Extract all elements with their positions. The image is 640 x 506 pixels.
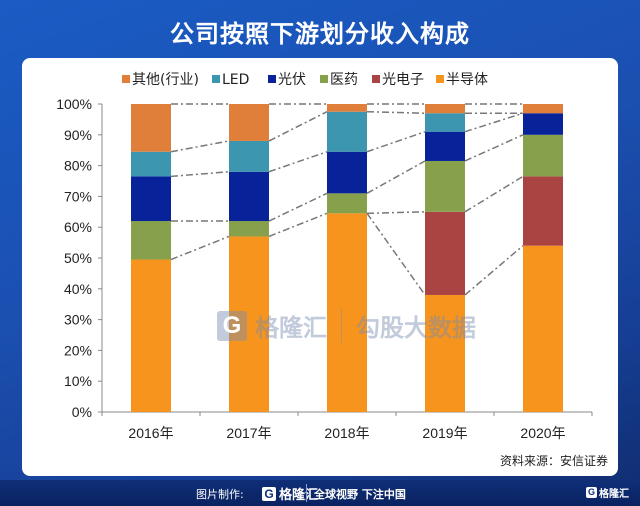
bar-segment-LED: [327, 111, 367, 152]
connector-line: [366, 160, 426, 194]
footer-logo: G 格隆汇: [262, 484, 318, 503]
legend-swatch: [320, 75, 328, 83]
connector-line: [464, 112, 524, 133]
bar-segment-其他(行业): [523, 104, 563, 114]
y-tick-label: 0%: [72, 404, 92, 420]
bar-segment-医药: [425, 160, 465, 212]
bar-segment-半导体: [425, 294, 465, 412]
legend-label: 半导体: [446, 72, 488, 88]
connector-line: [464, 134, 524, 162]
connector-line: [268, 111, 328, 142]
connector-line: [268, 192, 328, 222]
bar-segment-医药: [523, 134, 563, 177]
bar-segment-光伏: [327, 151, 367, 194]
y-tick-label: 100%: [56, 96, 92, 112]
bar-segment-医药: [229, 221, 269, 237]
bar-segment-其他(行业): [131, 104, 171, 152]
bar-segment-光电子: [523, 176, 563, 246]
bar-segment-医药: [327, 193, 367, 214]
connector-line: [366, 131, 426, 153]
connector-line: [170, 235, 230, 261]
legend-label: LED: [222, 72, 249, 88]
footer-slogan: 全球视野 下注中国: [314, 488, 406, 501]
bar-segment-光伏: [229, 171, 269, 222]
source-note: 资料来源：安信证券: [499, 454, 608, 468]
bar-segment-半导体: [229, 236, 269, 412]
bar-segment-光伏: [131, 176, 171, 222]
footer-brand: 格隆汇: [279, 488, 319, 503]
footer-divider: [306, 484, 307, 502]
bar-segment-LED: [425, 113, 465, 132]
y-tick-label: 70%: [64, 188, 92, 204]
connector-line: [268, 212, 328, 238]
legend-swatch: [372, 75, 380, 83]
y-tick-label: 30%: [64, 312, 92, 328]
connector-line: [366, 211, 426, 215]
bar-segment-半导体: [327, 213, 367, 412]
connector-line: [268, 151, 328, 173]
connector-line: [170, 140, 230, 153]
bar-segment-LED: [229, 140, 269, 172]
connector-line: [366, 110, 426, 114]
legend-swatch: [212, 75, 220, 83]
legend-swatch: [122, 75, 130, 83]
page-title: 公司按照下游划分收入构成: [170, 20, 470, 48]
connector-line: [366, 212, 426, 296]
legend-label: 光伏: [278, 72, 306, 88]
legend-label: 光电子: [382, 72, 424, 88]
bar-segment-其他(行业): [425, 104, 465, 114]
legend-label: 医药: [330, 72, 358, 88]
bar-segment-光伏: [523, 113, 563, 135]
corner-logo-icon: G: [586, 487, 597, 498]
bar-segment-LED: [131, 151, 171, 177]
chart-panel: 0% 10% 20% 30% 40% 50% 60% 70% 80% 90% 100% 2016年 20…: [22, 58, 618, 476]
bar-segment-医药: [131, 221, 171, 260]
bar-segment-其他(行业): [327, 104, 367, 112]
brand-logo-icon: G: [262, 486, 276, 501]
legend-swatch: [436, 75, 444, 83]
bar-segment-半导体: [523, 245, 563, 412]
connector-line: [170, 171, 230, 178]
connector-line: [464, 175, 524, 213]
footer-bar: 图片制作: G 格隆汇 全球视野 下注中国 G 格隆汇: [0, 480, 640, 506]
corner-logo: G 格隆汇: [586, 485, 629, 500]
y-tick-label: 60%: [64, 219, 92, 235]
made-by-label: 图片制作:: [196, 488, 244, 501]
x-tick-label: 2017年: [226, 425, 271, 441]
bar-segment-其他(行业): [229, 104, 269, 141]
y-tick-label: 80%: [64, 158, 92, 174]
legend-label: 其他(行业): [132, 72, 199, 88]
x-tick-label: 2016年: [128, 425, 173, 441]
y-tick-label: 20%: [64, 342, 92, 358]
y-tick-label: 10%: [64, 373, 92, 389]
bar-segment-光电子: [425, 211, 465, 295]
y-tick-label: 50%: [64, 250, 92, 266]
stacked-bar-chart: 0% 10% 20% 30% 40% 50% 60% 70% 80% 90% 100% 2016年 20…: [56, 72, 593, 441]
y-tick-label: 90%: [64, 127, 92, 143]
x-tick-label: 2020年: [520, 425, 565, 441]
corner-brand: 格隆汇: [599, 489, 629, 500]
connector-line: [464, 245, 524, 296]
bar-segment-光伏: [425, 131, 465, 161]
x-tick-label: 2019年: [422, 425, 467, 441]
legend-swatch: [268, 75, 276, 83]
x-tick-label: 2018年: [324, 425, 369, 441]
bar-segment-半导体: [131, 259, 171, 412]
y-tick-label: 40%: [64, 281, 92, 297]
